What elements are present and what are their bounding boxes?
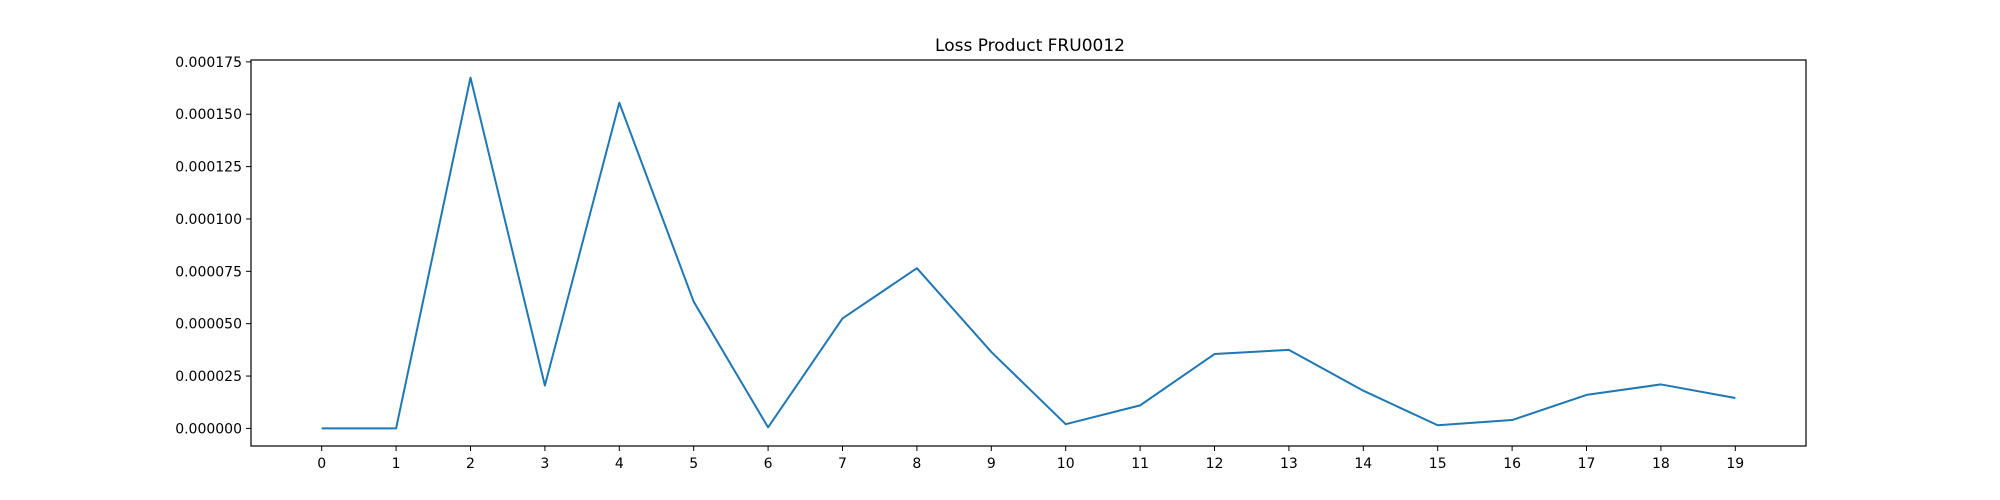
x-tick-label: 11 (1131, 456, 1149, 472)
y-tick-label: 0.000050 (175, 317, 242, 333)
x-axis-ticks: 0 1 2 3 4 5 6 7 8 9 10 11 12 13 14 15 16 17 18 19 (317, 446, 1744, 472)
x-tick-label: 5 (689, 456, 698, 472)
x-tick-label: 1 (392, 456, 401, 472)
plot-area-frame (250, 59, 1807, 447)
y-tick-label: 0.000075 (175, 264, 242, 280)
x-tick-label: 9 (987, 456, 996, 472)
x-tick-label: 18 (1652, 456, 1670, 472)
x-tick-label: 10 (1057, 456, 1075, 472)
x-tick-label: 15 (1429, 456, 1447, 472)
y-tick-label: 0.000000 (175, 421, 242, 437)
y-tick-label: 0.000125 (175, 160, 242, 176)
y-tick-label: 0.000025 (175, 369, 242, 385)
x-tick-label: 4 (615, 456, 624, 472)
x-tick-label: 13 (1280, 456, 1298, 472)
x-tick-label: 7 (838, 456, 847, 472)
y-axis-ticks: 0.000000 0.000025 0.000050 0.000075 0.000100… (175, 55, 251, 437)
chart-title: Loss Product FRU0012 (935, 36, 1125, 56)
x-tick-label: 17 (1578, 456, 1596, 472)
x-tick-label: 19 (1726, 456, 1744, 472)
x-tick-label: 2 (466, 456, 475, 472)
y-tick-label: 0.000100 (175, 212, 242, 228)
x-tick-label: 0 (317, 456, 326, 472)
y-tick-label: 0.000175 (175, 55, 242, 71)
y-tick-label: 0.000150 (175, 107, 242, 123)
x-tick-label: 16 (1503, 456, 1521, 472)
series-layer (321, 76, 1736, 430)
x-tick-label: 8 (912, 456, 921, 472)
x-tick-label: 6 (764, 456, 773, 472)
series-line (321, 76, 1736, 430)
x-tick-label: 12 (1206, 456, 1224, 472)
x-tick-label: 3 (540, 456, 549, 472)
x-tick-label: 14 (1354, 456, 1372, 472)
